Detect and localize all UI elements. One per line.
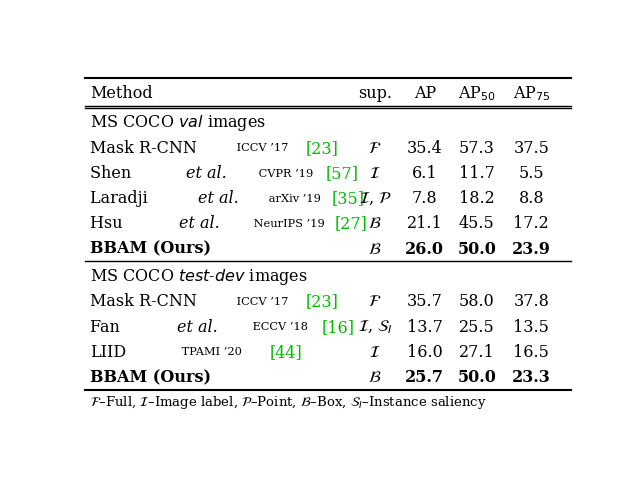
- Text: [27]: [27]: [335, 216, 367, 232]
- Text: et al.: et al.: [198, 190, 239, 207]
- Text: 6.1: 6.1: [412, 165, 438, 182]
- Text: 13.7: 13.7: [407, 319, 443, 336]
- Text: Shen: Shen: [90, 165, 136, 182]
- Text: et al.: et al.: [179, 216, 220, 232]
- Text: Mask R-CNN: Mask R-CNN: [90, 140, 196, 157]
- Text: Hsu: Hsu: [90, 216, 127, 232]
- Text: ICCV ’17: ICCV ’17: [232, 297, 291, 307]
- Text: LIID: LIID: [90, 344, 126, 361]
- Text: $\mathcal{F}$: $\mathcal{F}$: [369, 140, 382, 157]
- Text: MS COCO $\mathit{test}$-$\mathit{dev}$ images: MS COCO $\mathit{test}$-$\mathit{dev}$ i…: [90, 267, 308, 287]
- Text: 8.8: 8.8: [518, 190, 544, 207]
- Text: Mask R-CNN: Mask R-CNN: [90, 293, 196, 310]
- Text: CVPR ’19: CVPR ’19: [255, 168, 317, 178]
- Text: 27.1: 27.1: [459, 344, 495, 361]
- Text: 58.0: 58.0: [459, 293, 495, 310]
- Text: $\mathcal{B}$: $\mathcal{B}$: [369, 369, 382, 386]
- Text: 13.5: 13.5: [513, 319, 549, 336]
- Text: 7.8: 7.8: [412, 190, 438, 207]
- Text: sup.: sup.: [358, 85, 392, 102]
- Text: 18.2: 18.2: [459, 190, 495, 207]
- Text: et al.: et al.: [186, 165, 227, 182]
- Text: 17.2: 17.2: [513, 216, 549, 232]
- Text: 23.3: 23.3: [512, 369, 551, 386]
- Text: NeurIPS ’19: NeurIPS ’19: [250, 219, 328, 229]
- Text: $\mathcal{I}$: $\mathcal{I}$: [369, 344, 381, 361]
- Text: [23]: [23]: [306, 140, 339, 157]
- Text: AP$_{75}$: AP$_{75}$: [513, 84, 550, 103]
- Text: 35.4: 35.4: [407, 140, 443, 157]
- Text: ECCV ’18: ECCV ’18: [248, 322, 311, 332]
- Text: 25.5: 25.5: [459, 319, 495, 336]
- Text: 50.0: 50.0: [458, 369, 496, 386]
- Text: 37.5: 37.5: [513, 140, 549, 157]
- Text: 45.5: 45.5: [459, 216, 495, 232]
- Text: $\mathcal{B}$: $\mathcal{B}$: [369, 241, 382, 258]
- Text: Laradji: Laradji: [90, 190, 153, 207]
- Text: $\mathcal{I}$: $\mathcal{I}$: [369, 165, 381, 182]
- Text: 16.5: 16.5: [513, 344, 549, 361]
- Text: $\mathcal{B}$: $\mathcal{B}$: [369, 216, 382, 232]
- Text: Fan: Fan: [90, 319, 125, 336]
- Text: [16]: [16]: [321, 319, 354, 336]
- Text: 26.0: 26.0: [405, 241, 444, 258]
- Text: $\mathcal{I}$, $\mathcal{P}$: $\mathcal{I}$, $\mathcal{P}$: [359, 190, 392, 207]
- Text: $\mathcal{F}$: $\mathcal{F}$: [369, 293, 382, 310]
- Text: 50.0: 50.0: [458, 241, 496, 258]
- Text: [57]: [57]: [326, 165, 359, 182]
- Text: MS COCO $\mathit{val}$ images: MS COCO $\mathit{val}$ images: [90, 113, 266, 133]
- Text: AP$_{50}$: AP$_{50}$: [458, 84, 496, 103]
- Text: Method: Method: [90, 85, 152, 102]
- Text: 5.5: 5.5: [518, 165, 544, 182]
- Text: et al.: et al.: [177, 319, 218, 336]
- Text: 25.7: 25.7: [405, 369, 444, 386]
- Text: 37.8: 37.8: [513, 293, 549, 310]
- Text: $\mathcal{F}$–Full, $\mathcal{I}$–Image label, $\mathcal{P}$–Point, $\mathcal{B}: $\mathcal{F}$–Full, $\mathcal{I}$–Image …: [90, 395, 486, 411]
- Text: AP: AP: [413, 85, 436, 102]
- Text: 23.9: 23.9: [512, 241, 551, 258]
- Text: TPAMI ’20: TPAMI ’20: [178, 347, 245, 357]
- Text: arXiv ’19: arXiv ’19: [266, 194, 325, 204]
- Text: 21.1: 21.1: [407, 216, 443, 232]
- Text: 35.7: 35.7: [407, 293, 443, 310]
- Text: [44]: [44]: [270, 344, 303, 361]
- Text: 57.3: 57.3: [459, 140, 495, 157]
- Text: BBAM (Ours): BBAM (Ours): [90, 241, 211, 258]
- Text: $\mathcal{I}$, $\mathcal{S}_I$: $\mathcal{I}$, $\mathcal{S}_I$: [358, 319, 392, 336]
- Text: [35]: [35]: [332, 190, 365, 207]
- Text: 11.7: 11.7: [459, 165, 495, 182]
- Text: [23]: [23]: [306, 293, 339, 310]
- Text: ICCV ’17: ICCV ’17: [232, 143, 291, 153]
- Text: BBAM (Ours): BBAM (Ours): [90, 369, 211, 386]
- Text: 16.0: 16.0: [407, 344, 443, 361]
